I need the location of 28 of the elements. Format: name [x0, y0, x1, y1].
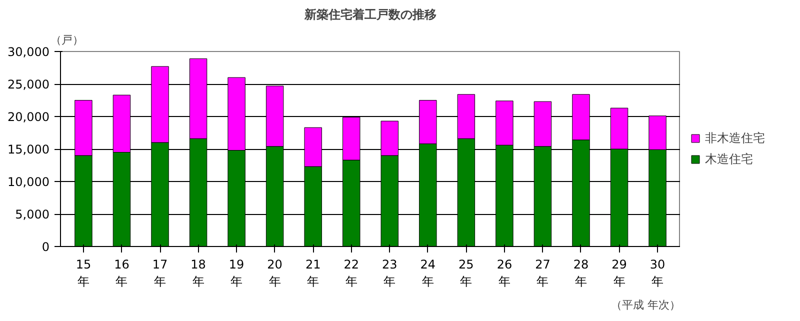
- y-tick-label: 5,000: [15, 208, 50, 222]
- x-axis-title: （平成 年次）: [611, 298, 681, 312]
- x-tick-label: 21年: [305, 258, 321, 288]
- x-tick-label: 19年: [228, 258, 244, 288]
- x-tick-label: 26年: [496, 258, 512, 288]
- x-tick-label: 17年: [152, 258, 168, 288]
- x-tick-label: 18年: [190, 258, 206, 288]
- legend-label: 木造住宅: [705, 150, 753, 168]
- x-tick-label: 15年: [76, 258, 92, 288]
- y-tick-label: 10,000: [8, 175, 50, 189]
- x-tick-label: 25年: [458, 258, 474, 288]
- x-tick-label: 27年: [535, 258, 550, 288]
- x-tick-label: 28年: [573, 258, 589, 288]
- x-tick-label: 23年: [382, 258, 398, 288]
- y-tick-label: 0: [42, 240, 50, 254]
- y-tick-label: 20,000: [8, 110, 50, 124]
- y-axis-title: （戸）: [50, 34, 84, 46]
- x-tick-label: 30年: [650, 258, 666, 288]
- x-tick-label: 20年: [267, 258, 282, 288]
- x-tick-label: 29年: [612, 258, 627, 288]
- x-tick-label: 24年: [420, 258, 436, 288]
- y-tick-label: 30,000: [8, 45, 50, 59]
- x-tick-label: 16年: [114, 258, 130, 288]
- chart-title: 新築住宅着工戸数の推移: [304, 8, 436, 22]
- y-tick-label: 25,000: [8, 78, 50, 92]
- y-tick-label: 15,000: [8, 142, 50, 156]
- x-tick-label: 22年: [344, 258, 360, 288]
- legend-label: 非木造住宅: [705, 130, 765, 146]
